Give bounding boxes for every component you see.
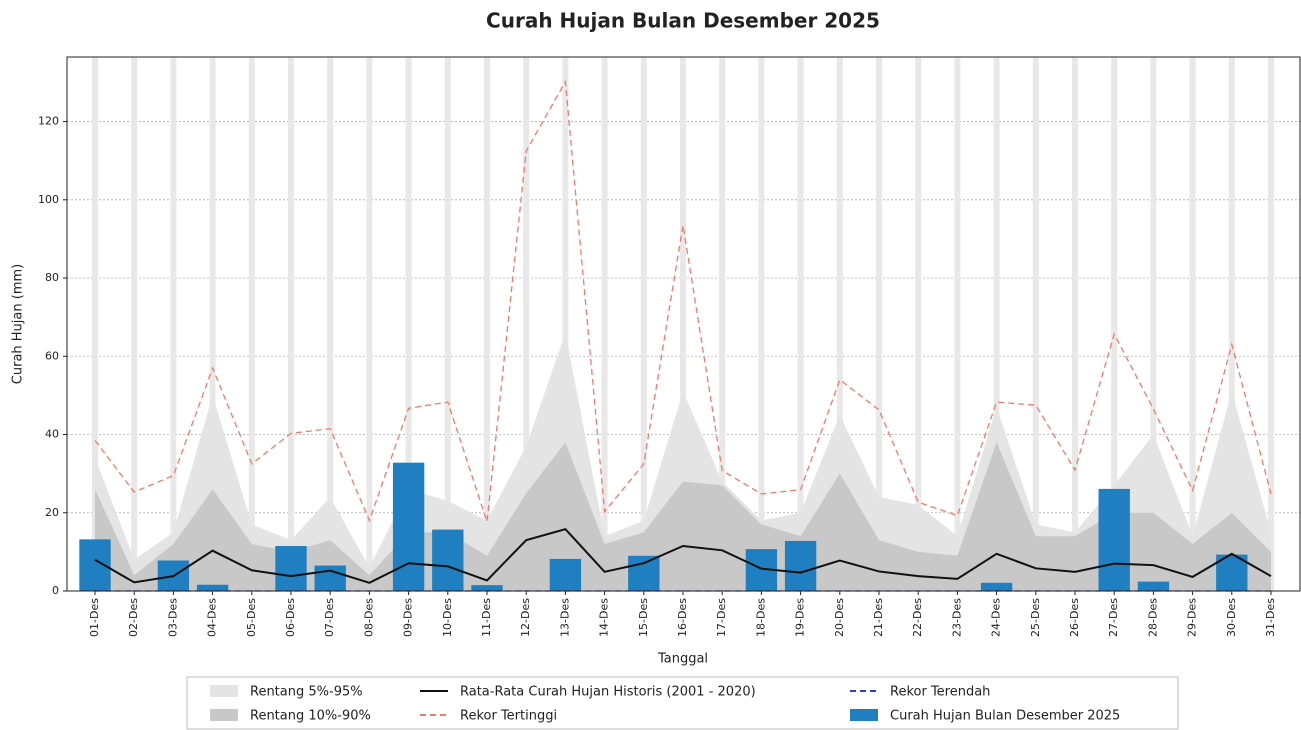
x-tick-label: 26-Des — [1068, 598, 1081, 637]
x-tick-label: 10-Des — [441, 598, 454, 637]
x-tick-label: 05-Des — [245, 598, 258, 637]
x-tick-label: 22-Des — [911, 598, 924, 637]
bar — [471, 585, 503, 591]
x-tick-label: 31-Des — [1264, 598, 1277, 637]
line — [94, 528, 1272, 584]
bar — [275, 546, 307, 591]
x-tick-label: 09-Des — [402, 598, 415, 637]
x-tick-label: 13-Des — [558, 598, 571, 637]
legend-label: Rata-Rata Curah Hujan Historis (2001 - 2… — [460, 685, 756, 700]
legend-swatch — [210, 709, 238, 721]
x-tick-label: 03-Des — [166, 598, 179, 637]
x-tick-label: 18-Des — [754, 598, 767, 637]
y-axis-label: Curah Hujan (mm) — [11, 264, 26, 384]
x-tick-label: 11-Des — [480, 598, 493, 637]
y-tick-label: 40 — [45, 428, 59, 441]
range-band — [95, 442, 1271, 591]
bar — [1137, 581, 1170, 591]
y-tick-label: 100 — [38, 193, 59, 206]
x-tick-label: 27-Des — [1107, 598, 1120, 637]
legend-label: Rentang 5%-95% — [250, 685, 363, 700]
x-tick-label: 08-Des — [362, 598, 375, 637]
x-tick-label: 06-Des — [284, 598, 297, 637]
bar — [314, 565, 346, 591]
y-tick-label: 120 — [38, 115, 59, 128]
legend: Rentang 5%-95% Rentang 10%-90% Rata-Rata C… — [210, 685, 1120, 724]
line — [94, 79, 1272, 523]
x-tick-label: 02-Des — [127, 598, 140, 637]
plot-frame — [66, 56, 1301, 592]
chart-title: Curah Hujan Bulan Desember 2025 — [486, 9, 880, 33]
legend-label: Curah Hujan Bulan Desember 2025 — [890, 709, 1120, 724]
x-tick-label: 01-Des — [88, 598, 101, 637]
bar — [784, 540, 817, 591]
x-tick-label: 24-Des — [990, 598, 1003, 637]
x-tick-label: 25-Des — [1029, 598, 1042, 637]
x-tick-label: 07-Des — [323, 598, 336, 637]
x-tick-label: 17-Des — [715, 598, 728, 637]
x-tick-label: 04-Des — [206, 598, 219, 637]
x-tick-label: 28-Des — [1146, 598, 1159, 637]
x-tick-label: 19-Des — [794, 598, 807, 637]
bar — [1098, 488, 1130, 591]
legend-swatch — [850, 709, 878, 721]
bar — [628, 555, 660, 591]
x-tick-label: 30-Des — [1225, 598, 1238, 637]
x-tick-label: 29-Des — [1186, 598, 1199, 637]
y-tick-label: 80 — [45, 271, 59, 284]
x-axis-label: Tanggal — [657, 652, 708, 667]
legend-label: Rekor Tertinggi — [460, 709, 557, 724]
bar — [980, 582, 1013, 591]
bar — [432, 529, 464, 591]
y-tick-label: 0 — [52, 584, 59, 597]
x-tick-label: 16-Des — [676, 598, 689, 637]
y-tick-label: 60 — [45, 349, 59, 362]
legend-label: Rentang 10%-90% — [250, 709, 371, 724]
legend-swatch — [210, 685, 238, 697]
plot-area: 0 20 40 60 80 100 120 01-Des 02-Des 03-Des 04-Des 0… — [38, 57, 1300, 637]
bar — [392, 462, 425, 591]
x-tick-label: 21-Des — [872, 598, 885, 637]
y-tick-label: 20 — [45, 506, 59, 519]
x-tick-label: 23-Des — [950, 598, 963, 637]
x-tick-label: 12-Des — [519, 598, 532, 637]
x-tick-label: 14-Des — [598, 598, 611, 637]
legend-label: Rekor Terendah — [890, 685, 990, 700]
x-tick-label: 15-Des — [637, 598, 650, 637]
bar — [196, 584, 229, 591]
x-tick-label: 20-Des — [833, 598, 846, 637]
legend-box — [186, 676, 1179, 730]
bar — [549, 558, 582, 591]
